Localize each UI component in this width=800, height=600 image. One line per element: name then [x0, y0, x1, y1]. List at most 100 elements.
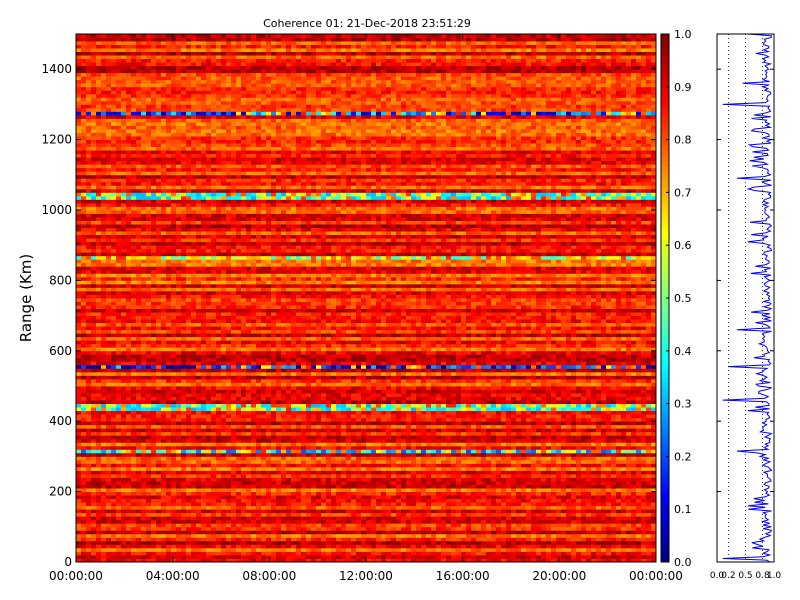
- heatmap-cell: [531, 435, 537, 440]
- heatmap-cell: [246, 537, 252, 542]
- heatmap-cell: [216, 459, 222, 464]
- heatmap-cell: [261, 456, 267, 461]
- heatmap-cell: [431, 456, 437, 461]
- heatmap-cell: [461, 435, 467, 440]
- heatmap-cell: [546, 558, 552, 563]
- heatmap-cell: [636, 421, 642, 426]
- heatmap-cell: [101, 410, 107, 415]
- heatmap-cell: [606, 547, 612, 552]
- heatmap-cell: [531, 519, 537, 524]
- heatmap-cell: [591, 477, 597, 482]
- heatmap-cell: [326, 424, 332, 429]
- heatmap-cell: [181, 445, 187, 450]
- heatmap-cell: [451, 438, 457, 443]
- heatmap-cell: [326, 474, 332, 478]
- heatmap-cell: [261, 442, 267, 447]
- heatmap-cell: [381, 547, 387, 552]
- heatmap-cell: [236, 558, 242, 563]
- heatmap-cell: [126, 530, 132, 535]
- heatmap-cell: [281, 516, 287, 521]
- heatmap-cell: [211, 442, 217, 447]
- heatmap-cell: [396, 438, 402, 443]
- heatmap-cell: [271, 491, 277, 496]
- heatmap-cell: [166, 505, 172, 510]
- heatmap-cell: [526, 519, 532, 524]
- heatmap-cell: [446, 533, 452, 538]
- heatmap-cell: [226, 526, 232, 531]
- heatmap-cell: [311, 512, 317, 517]
- heatmap-cell: [381, 484, 387, 489]
- heatmap-cell: [476, 449, 482, 454]
- heatmap-cell: [391, 519, 397, 524]
- heatmap-cell: [391, 547, 397, 552]
- heatmap-cell: [446, 410, 452, 415]
- heatmap-cell: [646, 474, 652, 478]
- heatmap-cell: [421, 414, 427, 419]
- heatmap-cell: [636, 498, 642, 503]
- heatmap-cell: [636, 540, 642, 545]
- heatmap-cell: [556, 551, 562, 556]
- heatmap-cell: [176, 526, 182, 531]
- heatmap-cell: [241, 459, 247, 464]
- heatmap-cell: [286, 551, 292, 556]
- heatmap-cell: [206, 449, 212, 454]
- heatmap-cell: [351, 456, 357, 461]
- heatmap-cell: [636, 544, 642, 549]
- heatmap-cell: [231, 463, 237, 468]
- heatmap-cell: [321, 540, 327, 545]
- heatmap-cell: [351, 502, 357, 507]
- heatmap-cell: [631, 477, 637, 482]
- heatmap-cell: [511, 533, 517, 538]
- heatmap-cell: [651, 431, 657, 436]
- heatmap-cell: [171, 477, 177, 482]
- heatmap-cell: [221, 488, 227, 492]
- heatmap-cell: [211, 484, 217, 489]
- heatmap-cell: [416, 519, 422, 524]
- heatmap-cell: [336, 474, 342, 478]
- heatmap-cell: [511, 537, 517, 542]
- heatmap-cell: [646, 526, 652, 531]
- heatmap-cell: [231, 484, 237, 489]
- heatmap-cell: [311, 505, 317, 510]
- heatmap-cell: [316, 474, 322, 478]
- heatmap-cell: [586, 540, 592, 545]
- heatmap-cell: [106, 554, 112, 559]
- heatmap-cell: [491, 449, 497, 454]
- heatmap-cell: [531, 537, 537, 542]
- heatmap-cell: [336, 551, 342, 556]
- heatmap-cell: [641, 445, 647, 450]
- heatmap-cell: [471, 488, 477, 492]
- heatmap-cell: [116, 516, 122, 521]
- heatmap-cell: [616, 523, 622, 528]
- heatmap-cell: [381, 523, 387, 528]
- heatmap-cell: [81, 544, 87, 549]
- heatmap-cell: [436, 502, 442, 507]
- heatmap-cell: [426, 410, 432, 415]
- heatmap-cell: [246, 516, 252, 521]
- heatmap-cell: [401, 491, 407, 496]
- heatmap-cell: [296, 424, 302, 429]
- heatmap-cell: [421, 554, 427, 559]
- heatmap-cell: [491, 414, 497, 419]
- heatmap-cell: [461, 474, 467, 478]
- heatmap-cell: [441, 554, 447, 559]
- heatmap-cell: [121, 410, 127, 415]
- heatmap-cell: [646, 438, 652, 443]
- heatmap-cell: [566, 431, 572, 436]
- heatmap-cell: [346, 491, 352, 496]
- heatmap-cell: [301, 466, 307, 471]
- heatmap-cell: [116, 540, 122, 545]
- heatmap-cell: [171, 463, 177, 468]
- heatmap-cell: [426, 509, 432, 514]
- heatmap-cell: [441, 421, 447, 426]
- heatmap-cell: [561, 505, 567, 510]
- heatmap-cell: [641, 435, 647, 440]
- heatmap-cell: [201, 516, 207, 521]
- heatmap-cell: [211, 435, 217, 440]
- heatmap-cell: [421, 502, 427, 507]
- heatmap-cell: [116, 537, 122, 542]
- heatmap-cell: [321, 554, 327, 559]
- heatmap-cell: [276, 544, 282, 549]
- heatmap-cell: [151, 466, 157, 471]
- heatmap-cell: [456, 512, 462, 517]
